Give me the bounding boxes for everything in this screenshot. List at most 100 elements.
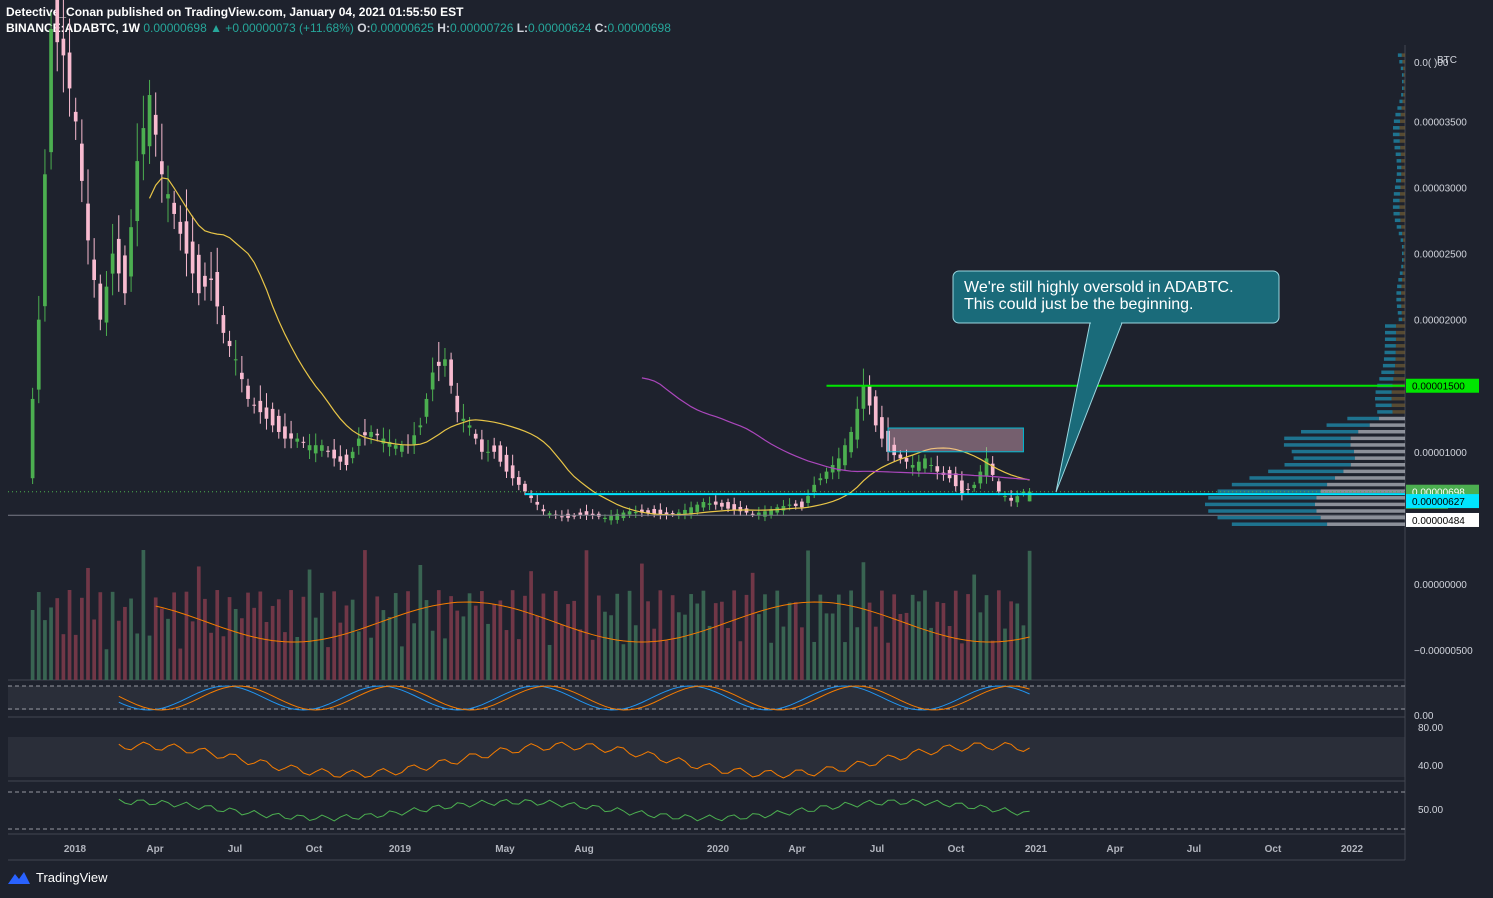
candle-body[interactable] (904, 457, 909, 462)
candle-body[interactable] (910, 465, 915, 468)
candle-body[interactable] (160, 161, 164, 175)
candle-body[interactable] (215, 271, 220, 307)
candle-body[interactable] (510, 465, 515, 479)
candle-body[interactable] (332, 449, 337, 459)
candle-body[interactable] (443, 359, 447, 366)
candle-body[interactable] (935, 466, 940, 472)
supply-zone[interactable] (887, 427, 1024, 453)
candle-body[interactable] (203, 275, 207, 287)
candle-body[interactable] (233, 359, 238, 361)
candle-body[interactable] (301, 441, 306, 443)
candle-body[interactable] (966, 488, 970, 490)
candle-body[interactable] (486, 451, 490, 453)
candle-body[interactable] (86, 203, 90, 241)
candle-body[interactable] (92, 259, 97, 281)
candle-body[interactable] (110, 253, 115, 274)
candle-body[interactable] (252, 404, 257, 406)
candle-body[interactable] (627, 511, 632, 515)
candle-body[interactable] (356, 438, 361, 446)
candle-body[interactable] (855, 408, 860, 440)
candle-body[interactable] (756, 512, 761, 516)
candle-body[interactable] (258, 400, 263, 413)
candle-body[interactable] (1015, 496, 1020, 503)
candle-body[interactable] (793, 503, 798, 506)
candle-body[interactable] (264, 407, 269, 419)
candle-body[interactable] (843, 445, 847, 466)
candle-body[interactable] (683, 509, 687, 515)
candle-body[interactable] (116, 238, 121, 274)
candle-body[interactable] (209, 278, 213, 281)
candle-body[interactable] (689, 507, 693, 515)
candle-body[interactable] (824, 471, 829, 479)
candle-body[interactable] (836, 458, 841, 472)
candle-body[interactable] (104, 286, 109, 323)
candle-body[interactable] (178, 221, 183, 234)
candle-body[interactable] (49, 28, 53, 153)
candle-body[interactable] (603, 517, 607, 519)
candle-body[interactable] (664, 512, 669, 516)
candle-body[interactable] (732, 504, 737, 510)
candle-body[interactable] (135, 161, 140, 222)
candle-body[interactable] (898, 454, 903, 459)
candle-body[interactable] (738, 506, 743, 512)
candle-body[interactable] (393, 445, 398, 449)
candle-body[interactable] (726, 502, 730, 509)
candle-body[interactable] (812, 484, 817, 492)
candle-body[interactable] (123, 255, 127, 294)
candle-body[interactable] (800, 501, 804, 508)
candle-body[interactable] (369, 431, 373, 437)
candle-body[interactable] (1021, 491, 1026, 493)
candle-body[interactable] (172, 202, 177, 214)
candle-body[interactable] (36, 319, 41, 390)
candle-body[interactable] (67, 52, 72, 89)
candle-body[interactable] (978, 471, 983, 484)
candle-body[interactable] (240, 372, 244, 380)
candle-body[interactable] (615, 513, 620, 520)
candle-body[interactable] (320, 445, 324, 451)
candle-body[interactable] (326, 450, 330, 452)
candle-body[interactable] (461, 418, 466, 421)
candle-body[interactable] (867, 385, 872, 406)
candle-body[interactable] (449, 359, 453, 386)
candle-body[interactable] (652, 508, 657, 514)
callout[interactable]: We're still highly oversold in ADABTC.Th… (952, 270, 1280, 493)
candle-body[interactable] (276, 415, 281, 432)
candle-body[interactable] (295, 438, 300, 442)
candle-body[interactable] (1009, 497, 1013, 501)
candle-body[interactable] (972, 484, 977, 488)
candle-body[interactable] (61, 38, 66, 56)
candle-body[interactable] (350, 451, 355, 459)
candle-body[interactable] (529, 495, 533, 499)
candle-body[interactable] (283, 426, 287, 439)
candle-body[interactable] (147, 95, 152, 147)
candle-body[interactable] (307, 445, 312, 451)
candle-body[interactable] (1027, 491, 1032, 502)
candle-body[interactable] (289, 433, 293, 439)
candle-body[interactable] (412, 435, 417, 445)
candle-body[interactable] (313, 445, 318, 454)
candle-body[interactable] (418, 425, 423, 428)
price-badge[interactable]: 0.00001500 (1406, 378, 1479, 393)
candle-body[interactable] (584, 511, 589, 516)
candle-body[interactable] (646, 510, 650, 514)
candle-body[interactable] (806, 496, 810, 503)
candle-body[interactable] (246, 385, 250, 399)
candle-body[interactable] (701, 502, 706, 508)
candle-body[interactable] (1003, 496, 1007, 498)
candle-body[interactable] (504, 454, 509, 472)
candle-body[interactable] (787, 504, 792, 506)
candle-body[interactable] (892, 444, 897, 456)
candle-body[interactable] (43, 174, 47, 307)
candle-body[interactable] (153, 114, 158, 135)
brand-label[interactable]: TradingView (36, 870, 108, 885)
candle-body[interactable] (560, 516, 564, 518)
candle-body[interactable] (467, 425, 472, 428)
candle-body[interactable] (375, 433, 380, 436)
candle-body[interactable] (769, 509, 773, 516)
candle-body[interactable] (129, 227, 133, 277)
candle-body[interactable] (141, 128, 146, 155)
price-badge[interactable]: 0.00000627 (1406, 494, 1479, 509)
candle-body[interactable] (590, 513, 595, 516)
candle-body[interactable] (818, 478, 823, 481)
